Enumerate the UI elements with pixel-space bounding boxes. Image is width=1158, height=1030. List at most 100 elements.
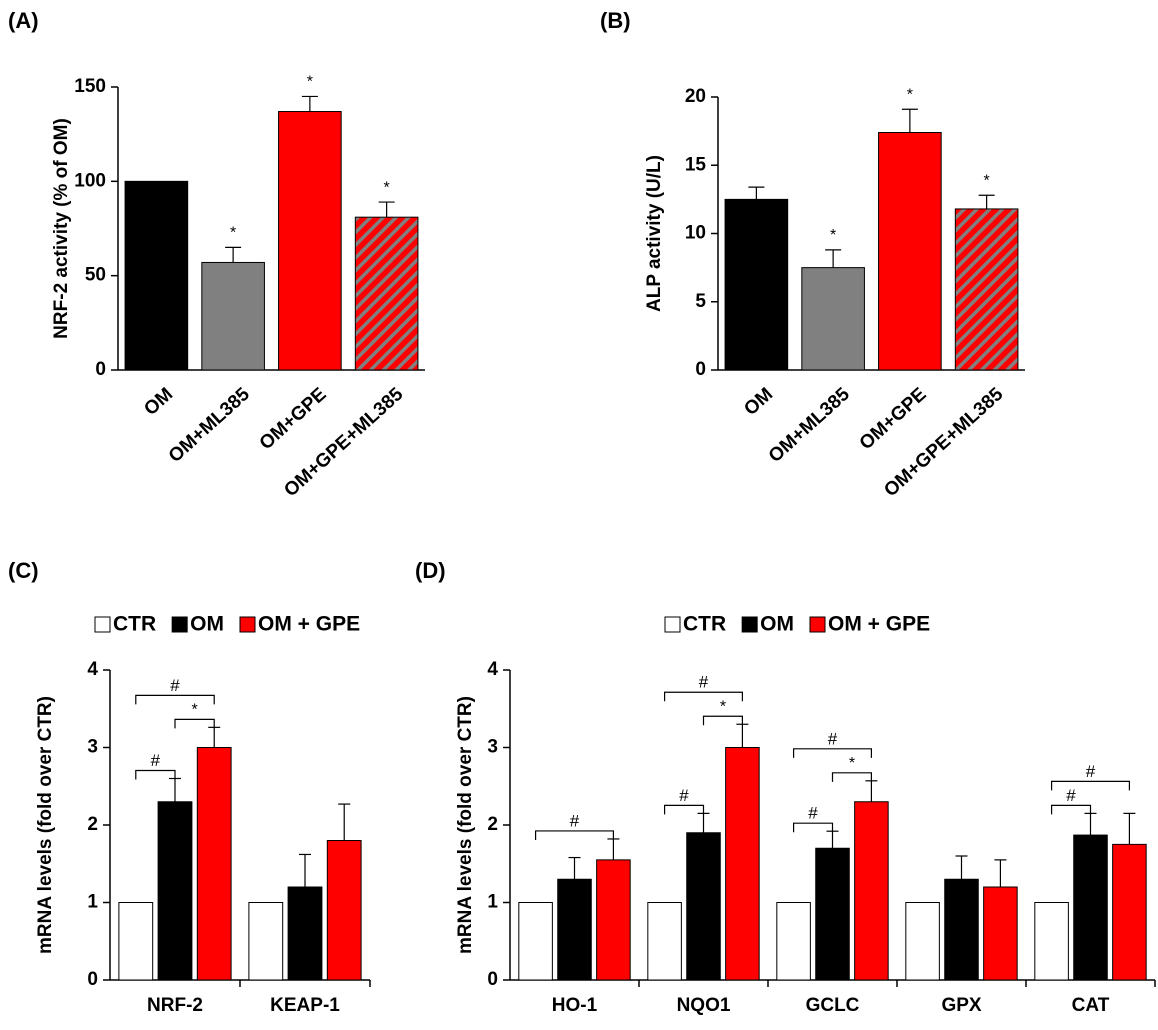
error-bar bbox=[825, 249, 842, 268]
error-bar bbox=[301, 95, 318, 112]
x-tick-label: OM bbox=[140, 384, 177, 420]
y-tick-label: 150 bbox=[74, 76, 106, 97]
significance-mark: # bbox=[679, 786, 689, 805]
significance-mark: # bbox=[808, 804, 818, 823]
significance-bracket bbox=[135, 769, 176, 780]
bar bbox=[905, 902, 940, 981]
error-bar bbox=[378, 201, 395, 218]
legend-label: OM + GPE bbox=[258, 613, 360, 636]
legend-swatch bbox=[239, 616, 256, 633]
significance-mark: # bbox=[1066, 786, 1076, 805]
error-bar bbox=[1123, 812, 1136, 845]
legend-swatch bbox=[741, 616, 758, 633]
x-tick-label: OM+ML385 bbox=[765, 384, 854, 467]
y-tick-label: 100 bbox=[74, 170, 106, 191]
significance-bracket bbox=[663, 804, 705, 815]
bar bbox=[196, 747, 232, 981]
legend-label: CTR bbox=[113, 613, 156, 636]
y-tick-label: 0 bbox=[87, 969, 98, 990]
legend-label: OM + GPE bbox=[828, 613, 930, 636]
legend-swatch bbox=[171, 616, 188, 633]
significance-bracket bbox=[1050, 804, 1092, 815]
legend-swatch bbox=[94, 616, 111, 633]
legend-label: OM bbox=[760, 613, 794, 636]
y-tick-label: 2 bbox=[87, 814, 98, 835]
y-tick-label: 1 bbox=[87, 892, 98, 913]
x-tick-label: OM bbox=[740, 384, 777, 420]
bar bbox=[124, 180, 189, 371]
bar bbox=[776, 902, 811, 981]
error-bar bbox=[225, 246, 242, 263]
bar bbox=[157, 801, 193, 981]
x-tick-label: OM+GPE bbox=[256, 384, 331, 454]
y-tick-label: 4 bbox=[487, 659, 498, 680]
x-tick-label: HO-1 bbox=[552, 995, 598, 1016]
bar bbox=[686, 832, 721, 981]
x-tick-label: NRF-2 bbox=[147, 995, 203, 1016]
y-tick-label: 50 bbox=[85, 265, 106, 286]
error-bar bbox=[865, 780, 878, 802]
y-tick-label: 0 bbox=[95, 359, 106, 380]
significance-mark: * bbox=[849, 755, 855, 772]
panel-label: (A) bbox=[8, 8, 39, 33]
y-tick-label: 1 bbox=[487, 892, 498, 913]
panel-label: (C) bbox=[8, 558, 39, 583]
bar bbox=[248, 902, 284, 981]
bar bbox=[815, 847, 850, 981]
x-tick-label: GCLC bbox=[806, 995, 860, 1016]
bar bbox=[724, 198, 789, 371]
legend-swatch bbox=[809, 616, 826, 633]
significance-bracket bbox=[831, 772, 873, 782]
x-tick-label: KEAP-1 bbox=[270, 995, 340, 1016]
bar bbox=[725, 747, 760, 981]
significance-mark: * bbox=[984, 172, 990, 189]
bar bbox=[518, 902, 553, 981]
significance-mark: * bbox=[191, 702, 197, 719]
significance-mark: * bbox=[720, 698, 726, 715]
significance-mark: # bbox=[699, 673, 709, 692]
y-tick-label: 2 bbox=[487, 814, 498, 835]
legend-label: OM bbox=[190, 613, 224, 636]
bar bbox=[1073, 834, 1108, 981]
error-bar bbox=[568, 856, 581, 880]
error-bar bbox=[1084, 812, 1097, 836]
significance-mark: # bbox=[570, 811, 580, 830]
bar bbox=[854, 801, 889, 981]
y-tick-label: 3 bbox=[487, 737, 498, 758]
y-axis-label: mRNA levels (fold over CTR) bbox=[35, 696, 56, 954]
y-tick-label: 20 bbox=[685, 86, 706, 107]
significance-mark: * bbox=[230, 225, 236, 242]
error-bar bbox=[826, 830, 839, 849]
significance-bracket bbox=[792, 822, 834, 833]
y-axis-label: NRF-2 activity (% of OM) bbox=[51, 118, 72, 339]
y-tick-label: 4 bbox=[87, 659, 98, 680]
bar bbox=[878, 131, 942, 371]
bar bbox=[954, 208, 1019, 371]
y-tick-label: 15 bbox=[685, 154, 707, 175]
panel-label: (D) bbox=[415, 558, 446, 583]
significance-mark: * bbox=[907, 87, 913, 104]
error-bar bbox=[978, 194, 995, 209]
significance-bracket bbox=[663, 691, 744, 702]
panel-label: (B) bbox=[600, 8, 631, 33]
error-bar bbox=[748, 186, 765, 200]
error-bar bbox=[994, 859, 1007, 887]
error-bar bbox=[901, 108, 918, 133]
bar bbox=[983, 886, 1018, 981]
significance-mark: # bbox=[170, 676, 180, 695]
bar bbox=[118, 902, 154, 981]
y-tick-label: 0 bbox=[695, 359, 706, 380]
y-axis-label: mRNA levels (fold over CTR) bbox=[455, 696, 476, 954]
error-bar bbox=[736, 723, 749, 748]
bar bbox=[557, 878, 592, 981]
bar bbox=[354, 216, 419, 371]
y-tick-label: 3 bbox=[87, 737, 98, 758]
legend-swatch bbox=[664, 616, 681, 633]
error-bar bbox=[208, 726, 221, 748]
bar bbox=[596, 859, 631, 981]
significance-mark: * bbox=[384, 179, 390, 196]
significance-bracket bbox=[135, 694, 215, 705]
error-bar bbox=[338, 803, 351, 841]
bar bbox=[326, 840, 362, 981]
